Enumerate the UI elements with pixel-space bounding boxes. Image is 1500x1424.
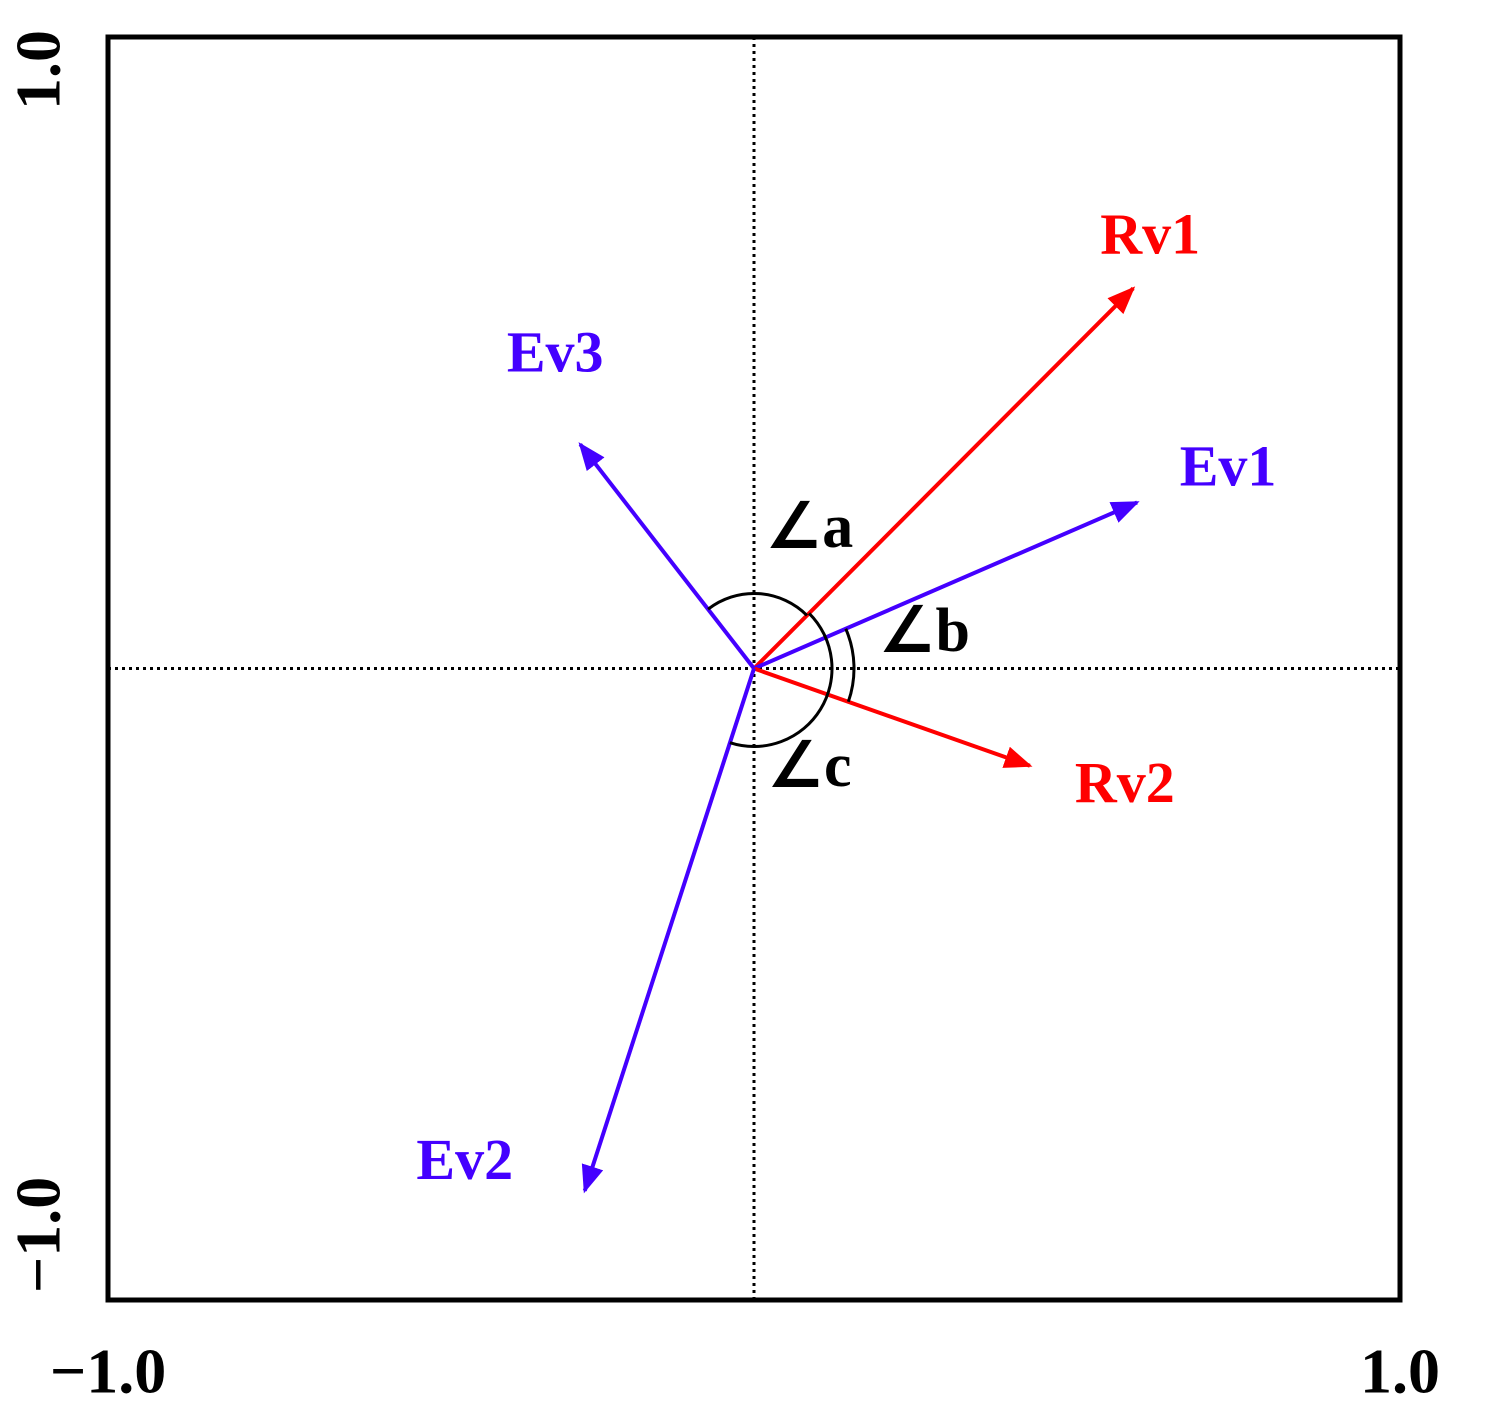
vector-label: Rv2 [1075,750,1175,815]
angle-label: ∠a [767,493,854,561]
vector-arrow [578,442,756,670]
vector-label: Ev1 [1180,434,1277,499]
angle-arc [844,628,856,703]
vector-arrow [753,666,1033,768]
angle-arc [729,612,834,748]
angle-label: ∠b [880,597,970,665]
angle-label: ∠c [768,732,851,800]
vector-label: Ev2 [416,1127,513,1192]
vector-arrow [581,667,756,1194]
vector-label: Ev3 [507,320,604,385]
y-tick-label: −1.0 [3,1177,74,1293]
vector-arrow [753,500,1140,671]
vector-arrow [752,286,1136,670]
vector-label: Rv1 [1100,202,1200,267]
y-tick-label: 1.0 [3,30,74,110]
x-tick-label: 1.0 [1360,1336,1440,1407]
x-tick-label: −1.0 [50,1336,166,1407]
angle-arc [707,592,809,617]
